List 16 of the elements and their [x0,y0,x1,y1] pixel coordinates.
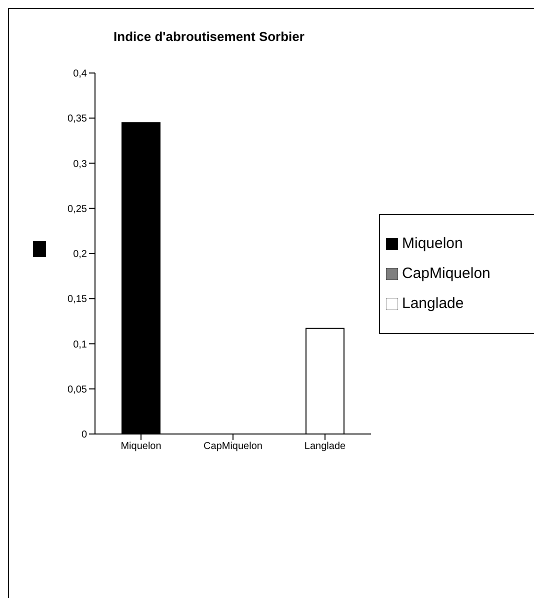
legend-label: Miquelon [402,235,463,252]
y-tick-label: 0,1 [73,339,88,350]
y-tick-label: 0,15 [68,294,88,306]
y-tick-label: 0,2 [73,249,88,260]
y-tick-label: 0,4 [73,68,88,80]
chart-title: Indice d'abroutisement Sorbier [112,29,306,44]
y-tick-label: 0,05 [68,384,88,396]
y-tick-label: 0,3 [73,158,88,170]
y-tick-label: 0,25 [68,204,88,215]
x-tick-label: Langlade [304,441,346,452]
legend-label: Langlade [402,295,464,312]
x-tick-label: Miquelon [120,441,162,452]
x-tick-label: CapMiquelon [204,441,262,452]
legend-label: CapMiquelon [402,265,490,282]
y-tick-label: 0 [81,430,88,441]
y-tick-label: 0,35 [68,114,88,125]
